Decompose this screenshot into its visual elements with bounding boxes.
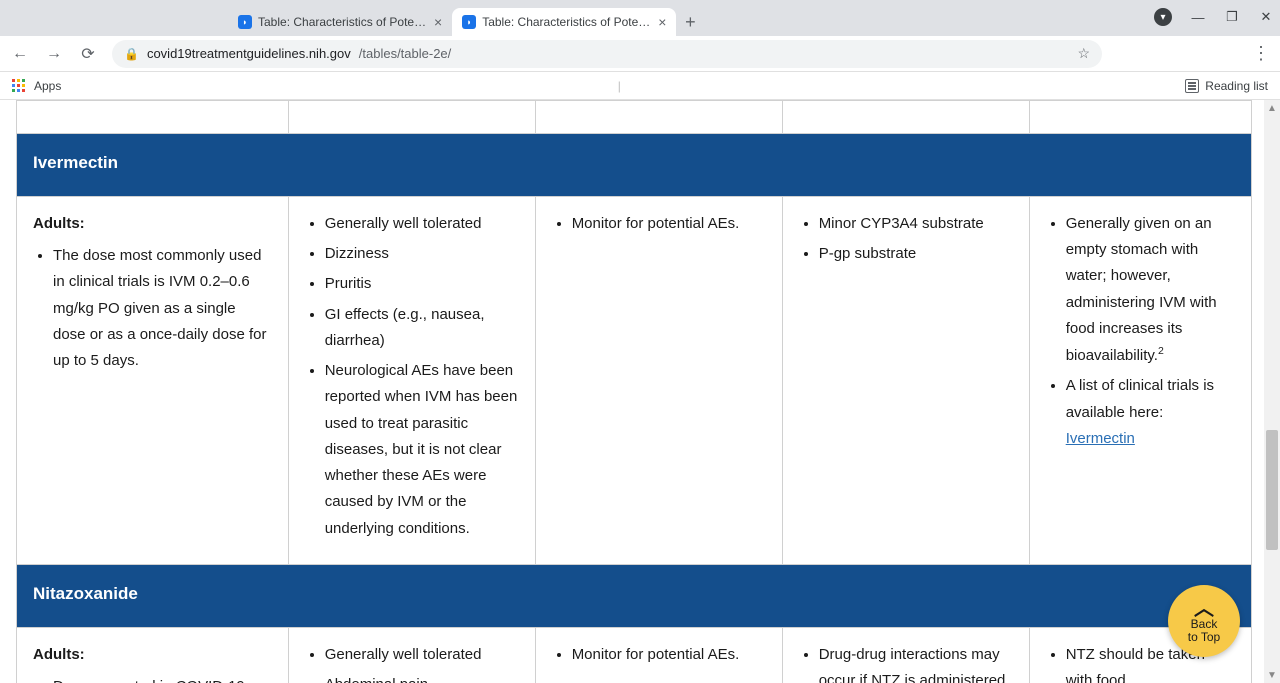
reading-list-icon xyxy=(1185,79,1199,93)
favicon-icon: ◗ xyxy=(462,15,476,29)
window-controls: ▾ — ❐ ✕ xyxy=(1154,8,1274,26)
reload-icon[interactable]: ⟳ xyxy=(78,44,98,64)
minimize-icon[interactable]: — xyxy=(1190,9,1206,25)
titlebar xyxy=(0,0,1280,8)
table-row: Adults: The dose most commonly used in cl… xyxy=(17,196,1252,564)
list-item: Monitor for potential AEs. xyxy=(572,642,766,668)
cell-list: The dose most commonly used in clinical … xyxy=(33,243,272,374)
list-item: Minor CYP3A4 substrate xyxy=(819,211,1013,237)
bookmarks-bar: Apps | Reading list xyxy=(0,72,1280,100)
section-header: Ivermectin xyxy=(17,134,1252,197)
browser-tab-active[interactable]: ◗ Table: Characteristics of Potential × xyxy=(452,8,676,36)
url-host: covid19treatmentguidelines.nih.gov xyxy=(147,46,351,61)
reading-list-label: Reading list xyxy=(1205,79,1268,93)
table-cell: Generally well tolerated Dizziness Pruriti… xyxy=(288,196,535,564)
forward-icon[interactable]: → xyxy=(44,44,64,64)
cell-list: Doses reported in COVID-19 studies range… xyxy=(33,674,272,683)
page-content: Ivermectin Adults: The dose most commonly … xyxy=(16,100,1252,683)
table-cell: Drug-drug interactions may occur if NTZ … xyxy=(782,627,1029,683)
bookmark-star-icon[interactable]: ☆ xyxy=(1077,45,1090,62)
new-tab-button[interactable]: + xyxy=(676,8,704,36)
section-header: Nitazoxanide xyxy=(17,564,1252,627)
cell-list: Monitor for potential AEs. xyxy=(552,642,766,668)
list-item: Drug-drug interactions may occur if NTZ … xyxy=(819,642,1013,683)
table-row: Adults: Doses reported in COVID-19 studie… xyxy=(17,627,1252,683)
list-item: Generally well tolerated xyxy=(325,211,519,237)
back-icon[interactable]: ← xyxy=(10,44,30,64)
table-cell: Generally given on an empty stomach with… xyxy=(1029,196,1251,564)
list-item: Doses reported in COVID-19 studies range… xyxy=(53,674,272,683)
list-item: Generally well tolerated xyxy=(325,642,519,668)
omnibox[interactable]: 🔒 covid19treatmentguidelines.nih.gov/tab… xyxy=(112,40,1102,68)
table-cell: Adults: Doses reported in COVID-19 studie… xyxy=(17,627,289,683)
table-cell: Minor CYP3A4 substrate P-gp substrate xyxy=(782,196,1029,564)
browser-tab-inactive[interactable]: ◗ Table: Characteristics of Potential × xyxy=(228,8,452,36)
profile-icon[interactable]: ▾ xyxy=(1154,8,1172,26)
table-cell: Generally well toleratedAbdominal painDi… xyxy=(288,627,535,683)
cell-list: Generally well toleratedAbdominal painDi… xyxy=(305,642,519,683)
medication-table: Ivermectin Adults: The dose most commonly … xyxy=(16,100,1252,683)
cell-list: Drug-drug interactions may occur if NTZ … xyxy=(799,642,1013,683)
table-cell: Monitor for potential AEs. xyxy=(535,196,782,564)
reading-list-button[interactable]: Reading list xyxy=(1185,79,1268,93)
cell-lead: Adults: xyxy=(33,642,272,668)
list-item: Neurological AEs have been reported when… xyxy=(325,358,519,542)
close-window-icon[interactable]: ✕ xyxy=(1258,9,1274,25)
close-icon[interactable]: × xyxy=(658,15,666,29)
menu-dots-icon[interactable]: ⋮ xyxy=(1252,43,1270,64)
address-bar: ← → ⟳ 🔒 covid19treatmentguidelines.nih.g… xyxy=(0,36,1280,72)
maximize-icon[interactable]: ❐ xyxy=(1224,9,1240,25)
cell-list: Monitor for potential AEs. xyxy=(552,211,766,237)
tab-title: Table: Characteristics of Potential xyxy=(258,15,428,29)
page-viewport: Ivermectin Adults: The dose most commonly … xyxy=(0,100,1280,683)
list-item: Dizziness xyxy=(325,241,519,267)
list-item: Monitor for potential AEs. xyxy=(572,211,766,237)
url-path: /tables/table-2e/ xyxy=(359,46,452,61)
back-to-top-button[interactable]: ︿ Back to Top xyxy=(1168,585,1240,657)
scrollbar-track[interactable]: ▲ ▼ xyxy=(1264,100,1280,683)
cell-list: Generally well tolerated Dizziness Pruriti… xyxy=(305,211,519,542)
list-item: Pruritis xyxy=(325,271,519,297)
tab-bar: ◗ Table: Characteristics of Potential × … xyxy=(0,8,1280,36)
apps-label[interactable]: Apps xyxy=(34,79,61,93)
favicon-icon: ◗ xyxy=(238,15,252,29)
scrollbar-thumb[interactable] xyxy=(1266,430,1278,550)
bookmark-separator: | xyxy=(618,79,621,93)
list-item: Generally given on an empty stomach with… xyxy=(1066,211,1235,370)
list-item: A list of clinical trials is available h… xyxy=(1066,373,1235,452)
lock-icon: 🔒 xyxy=(124,47,139,61)
close-icon[interactable]: × xyxy=(434,15,442,29)
scroll-up-icon[interactable]: ▲ xyxy=(1264,100,1280,116)
list-item: The dose most commonly used in clinical … xyxy=(53,243,272,374)
apps-grid-icon[interactable] xyxy=(12,79,26,93)
table-cell: Adults: The dose most commonly used in cl… xyxy=(17,196,289,564)
tab-title: Table: Characteristics of Potential xyxy=(482,15,652,29)
list-item: GI effects (e.g., nausea, diarrhea) xyxy=(325,302,519,355)
back-to-top-label-2: to Top xyxy=(1188,631,1220,644)
cell-lead: Adults: xyxy=(33,211,272,237)
cell-list: Generally given on an empty stomach with… xyxy=(1046,211,1235,452)
list-item: Abdominal pain xyxy=(325,672,519,683)
cell-list: Minor CYP3A4 substrate P-gp substrate xyxy=(799,211,1013,268)
list-item: P-gp substrate xyxy=(819,241,1013,267)
scroll-down-icon[interactable]: ▼ xyxy=(1264,667,1280,683)
browser-chrome: ◗ Table: Characteristics of Potential × … xyxy=(0,0,1280,100)
table-cell: Monitor for potential AEs. xyxy=(535,627,782,683)
